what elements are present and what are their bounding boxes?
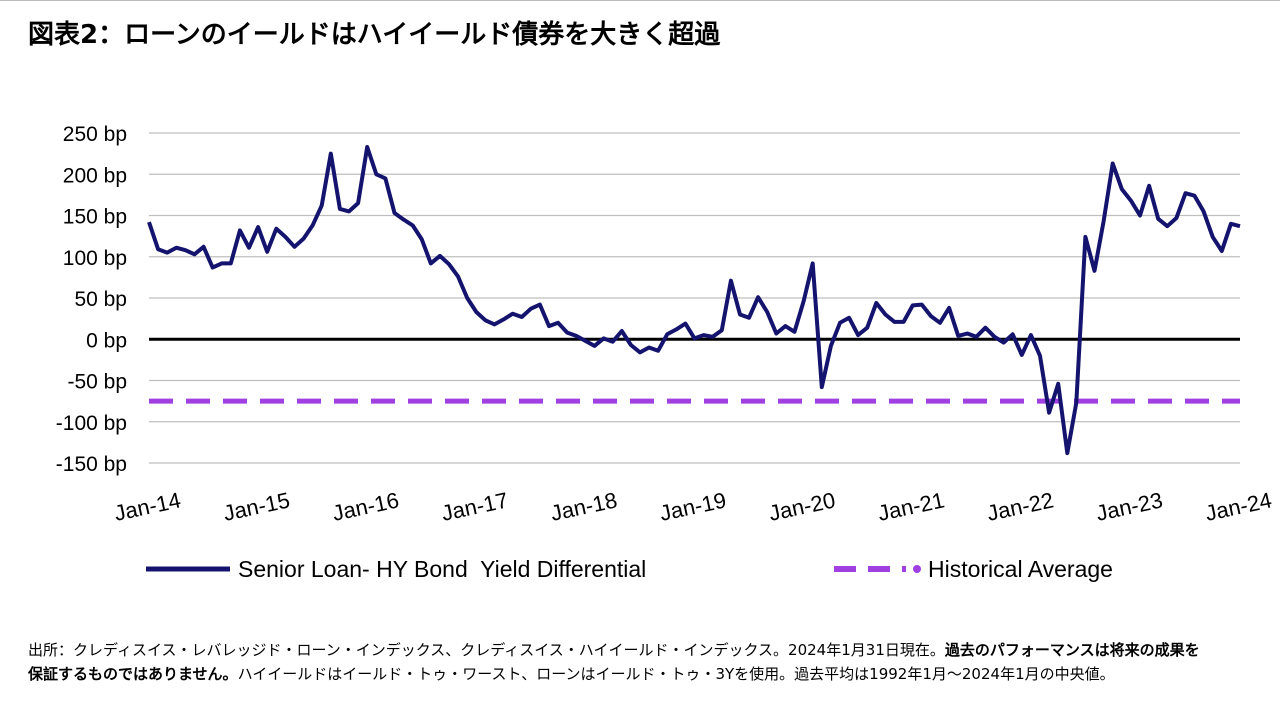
yield-differential-line — [147, 145, 1241, 456]
x-tick-label: Jan-15 — [221, 487, 292, 525]
x-tick-label: Jan-19 — [657, 487, 728, 525]
yield-differential-chart: 250 bp 200 bp 150 bp 100 bp 50 bp 0 bp -50 bp -… — [56, 123, 1274, 582]
x-axis-tick-labels: Jan-14 Jan-15 Jan-16 Jan-17 Jan-18 Jan-19 Jan-… — [112, 487, 1274, 525]
legend: Senior Loan- HY Bond Yield Differential … — [146, 556, 1113, 582]
x-tick-label: Jan-23 — [1094, 487, 1165, 525]
x-tick-label: Jan-16 — [330, 487, 401, 525]
y-axis-tick-labels: 250 bp 200 bp 150 bp 100 bp 50 bp 0 bp -50 bp -… — [56, 123, 127, 476]
x-tick-label: Jan-17 — [439, 487, 510, 525]
x-tick-label: Jan-24 — [1203, 487, 1274, 525]
y-tick-label: 50 bp — [74, 288, 127, 311]
x-tick-label: Jan-18 — [548, 487, 619, 525]
x-tick-label: Jan-20 — [767, 487, 838, 525]
legend-label-historical-average: Historical Average — [928, 556, 1113, 582]
y-tick-label: 0 bp — [86, 329, 127, 352]
x-tick-label: Jan-22 — [985, 487, 1056, 525]
footnote-disclaimer-start: 過去のパフォーマンスは将来の成果を — [944, 641, 1200, 659]
y-tick-label: 100 bp — [63, 247, 127, 270]
y-tick-label: 200 bp — [63, 164, 127, 187]
y-tick-label: -50 bp — [67, 371, 127, 394]
footnote-line-1: 出所：クレディスイス・レバレッジド・ローン・インデックス、クレディスイス・ハイイ… — [28, 638, 1268, 662]
chart-title: 図表2：ローンのイールドはハイイールド債券を大きく超過 — [28, 20, 721, 50]
x-tick-label: Jan-14 — [112, 487, 183, 525]
footnote-source: 出所：クレディスイス・レバレッジド・ローン・インデックス、クレディスイス・ハイイ… — [28, 641, 945, 659]
x-tick-label: Jan-21 — [876, 487, 947, 525]
y-tick-label: 150 bp — [63, 206, 127, 229]
y-tick-label: -100 bp — [56, 412, 127, 435]
y-tick-label: -150 bp — [56, 453, 127, 476]
top-border — [0, 0, 1280, 1]
footnote-method: ハイイールドはイールド・トゥ・ワースト、ローンはイールド・トゥ・3Yを使用。過去… — [237, 665, 1115, 683]
y-tick-label: 250 bp — [63, 123, 127, 146]
legend-dot-historical-average — [913, 565, 921, 573]
footnote-line-2: 保証するものではありません。ハイイールドはイールド・トゥ・ワースト、ローンはイー… — [28, 662, 1268, 686]
source-footnote: 出所：クレディスイス・レバレッジド・ローン・インデックス、クレディスイス・ハイイ… — [28, 638, 1268, 686]
gridlines — [149, 132, 1240, 464]
legend-label-yield-differential: Senior Loan- HY Bond Yield Differential — [238, 556, 646, 582]
footnote-disclaimer-end: 保証するものではありません。 — [28, 665, 238, 683]
